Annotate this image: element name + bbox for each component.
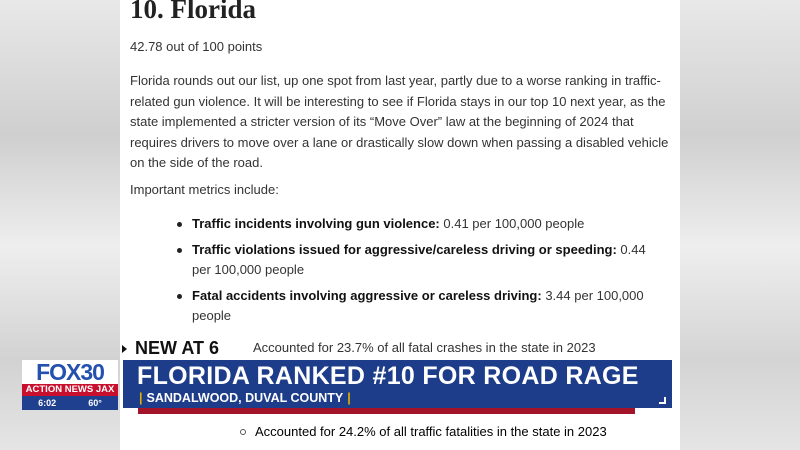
article-heading: 10. Florida bbox=[130, 0, 256, 24]
sub-item-text: Accounted for 24.2% of all traffic fatal… bbox=[255, 424, 607, 439]
tag-text: NEW AT 6 bbox=[135, 338, 219, 358]
metrics-intro: Important metrics include: bbox=[130, 182, 279, 197]
station-name: FOX30 bbox=[22, 360, 118, 384]
metric-label: Traffic incidents involving gun violence… bbox=[192, 216, 440, 231]
station-logo: FOX30 ACTION NEWS JAX 6:02 60° bbox=[22, 360, 118, 410]
play-triangle-icon bbox=[122, 344, 127, 353]
article-page: 10. Florida 42.78 out of 100 points Flor… bbox=[120, 0, 680, 450]
sub-item: Accounted for 23.7% of all fatal crashes… bbox=[253, 340, 596, 355]
score-text: 42.78 out of 100 points bbox=[130, 39, 263, 54]
temperature: 60° bbox=[88, 398, 102, 408]
lower-third-banner: FLORIDA RANKED #10 FOR ROAD RAGE | SANDAL… bbox=[123, 360, 672, 408]
article-paragraph: Florida rounds out our list, up one spot… bbox=[130, 73, 669, 170]
banner-accent-line bbox=[138, 408, 635, 414]
clock-time: 6:02 bbox=[38, 398, 57, 408]
metric-value: 0.41 per 100,000 people bbox=[439, 216, 585, 231]
new-at-6-tag: NEW AT 6 bbox=[122, 338, 219, 359]
blurred-background-right bbox=[680, 0, 800, 450]
list-item: Traffic violations issued for aggressive… bbox=[172, 240, 652, 281]
headline: FLORIDA RANKED #10 FOR ROAD RAGE bbox=[137, 362, 639, 390]
list-item: Traffic incidents involving gun violence… bbox=[172, 214, 652, 235]
metrics-list: Traffic incidents involving gun violence… bbox=[172, 214, 652, 332]
metric-value: 3.44 per 100,000 people bbox=[192, 287, 644, 324]
metric-label: Fatal accidents involving aggressive or … bbox=[192, 287, 542, 303]
circle-bullet-icon bbox=[240, 428, 246, 435]
list-item: Fatal accidents involving aggressive or … bbox=[172, 286, 652, 327]
station-brand: ACTION NEWS JAX bbox=[22, 384, 118, 396]
sub-item: Accounted for 24.2% of all traffic fatal… bbox=[240, 424, 607, 439]
location-line: | SANDALWOOD, DUVAL COUNTY | bbox=[139, 391, 351, 405]
metric-label: Traffic violations issued for aggressive… bbox=[192, 241, 617, 257]
location: SANDALWOOD, DUVAL COUNTY bbox=[146, 391, 344, 405]
metric-value: 0.44 per 100,000 people bbox=[192, 241, 646, 278]
corner-bracket-icon bbox=[659, 397, 666, 404]
